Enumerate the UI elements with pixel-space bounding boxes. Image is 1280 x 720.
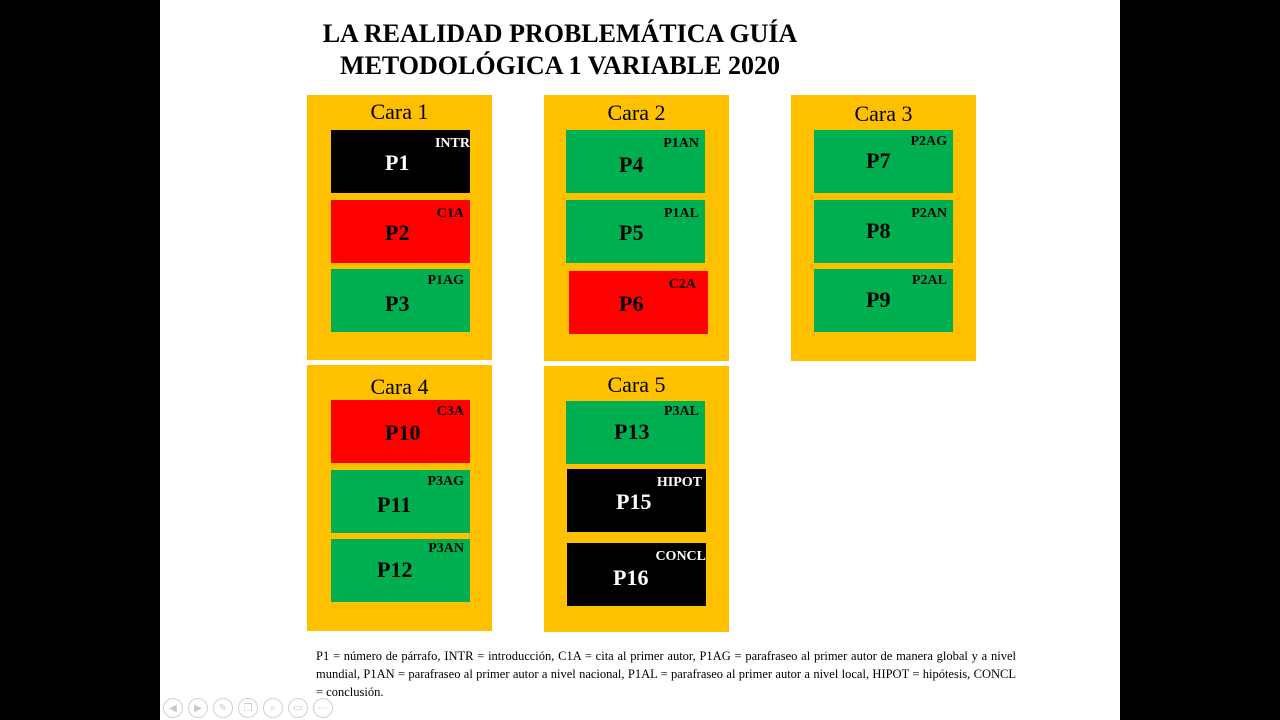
paragraph-number: P16 (613, 565, 649, 590)
paragraph-number: P5 (619, 220, 644, 245)
cara-1: Cara 1 P1 INTR P2 C1A P3 P1AG (307, 95, 492, 360)
cara-label: Cara 5 (607, 372, 666, 397)
cara-label: Cara 4 (370, 374, 429, 399)
paragraph-number: P9 (866, 287, 891, 312)
paragraph-code: P2AL (912, 273, 947, 288)
paragraph-box: P3 P1AG (331, 269, 470, 332)
prev-icon[interactable]: ◀ (163, 698, 183, 718)
paragraph-number: P11 (377, 492, 412, 517)
paragraph-number: P2 (385, 220, 410, 245)
paragraph-code: C2A (668, 277, 696, 292)
paragraph-number: P3 (385, 291, 410, 316)
paragraph-code: P2AG (910, 134, 947, 149)
cara-label: Cara 2 (607, 100, 666, 125)
legend-text: P1 = número de párrafo, INTR = introducc… (316, 649, 1016, 699)
paragraph-number: P1 (385, 150, 410, 175)
paragraph-number: P8 (866, 218, 891, 243)
paragraph-box: P16 CONCL (567, 543, 706, 606)
paragraph-number: P7 (866, 148, 891, 173)
paragraph-box: P8 P2AN (814, 200, 953, 263)
paragraph-code: CONCL (655, 549, 706, 564)
paragraph-box: P15 HIPOT (567, 469, 706, 532)
paragraph-code: P2AN (911, 206, 947, 221)
paragraph-box: P5 P1AL (566, 200, 705, 263)
paragraph-box: P13 P3AL (566, 401, 705, 464)
more-icon[interactable]: ⋯ (313, 698, 333, 718)
paragraph-number: P4 (619, 152, 644, 177)
paragraph-code: P1AN (663, 136, 699, 151)
subtitles-icon[interactable]: ▭ (288, 698, 308, 718)
paragraph-number: P13 (614, 419, 650, 444)
paragraph-code: P3AL (664, 404, 699, 419)
paragraph-box: P7 P2AG (814, 130, 953, 193)
cara-label: Cara 1 (370, 99, 429, 124)
paragraph-number: P10 (385, 420, 421, 445)
paragraph-code: HIPOT (656, 475, 702, 490)
next-icon[interactable]: ▶ (188, 698, 208, 718)
cara-4: Cara 4 P10 C3A P11 P3AG P12 P3AN (307, 365, 492, 631)
pen-icon[interactable]: ✎ (213, 698, 233, 718)
paragraph-code: C1A (436, 206, 464, 221)
cara-5: Cara 5 P13 P3AL P15 HIPOT P16 CONCL (544, 366, 729, 632)
copy-icon[interactable]: ❐ (238, 698, 258, 718)
slide-title-line1: LA REALIDAD PROBLEMÁTICA GUÍA (322, 19, 798, 48)
paragraph-code: P1AL (664, 206, 699, 221)
paragraph-box: P10 C3A (331, 400, 470, 463)
cara-2: Cara 2 P4 P1AN P5 P1AL P6 C2A (544, 95, 729, 361)
paragraph-code: P3AN (428, 541, 464, 556)
paragraph-box: P12 P3AN (331, 539, 470, 602)
slideshow-toolbar: ◀ ▶ ✎ ❐ ⌕ ▭ ⋯ (163, 698, 333, 718)
paragraph-code: C3A (436, 404, 464, 419)
zoom-icon[interactable]: ⌕ (263, 698, 283, 718)
paragraph-box: P11 P3AG (331, 470, 470, 533)
paragraph-number: P6 (619, 291, 644, 316)
paragraph-code: INTR (434, 136, 470, 151)
paragraph-code: P3AG (427, 474, 464, 489)
cara-3: Cara 3 P7 P2AG P8 P2AN P9 P2AL (791, 95, 976, 361)
paragraph-box: P6 C2A (569, 271, 708, 334)
paragraph-box: P2 C1A (331, 200, 470, 263)
paragraph-code: P1AG (427, 273, 464, 288)
cara-label: Cara 3 (854, 101, 913, 126)
paragraph-number: P15 (616, 489, 652, 514)
paragraph-box: P4 P1AN (566, 130, 705, 193)
paragraph-box: P9 P2AL (814, 269, 953, 332)
slide-title-line2: METODOLÓGICA 1 VARIABLE 2020 (340, 51, 780, 80)
paragraph-box: P1 INTR (331, 130, 470, 193)
paragraph-number: P12 (377, 557, 413, 582)
